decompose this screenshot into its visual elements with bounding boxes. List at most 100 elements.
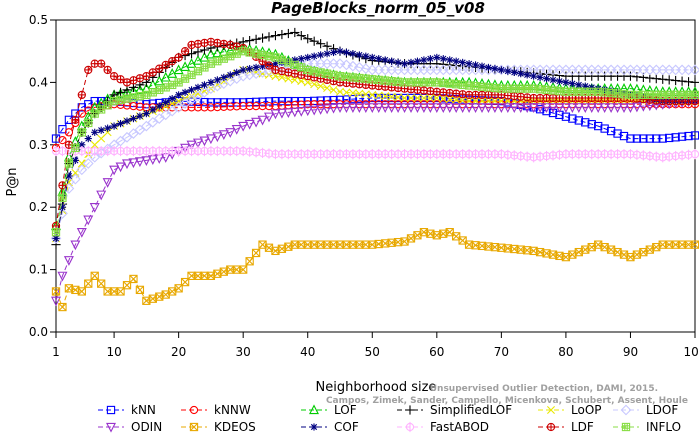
data-point <box>199 87 210 98</box>
data-point <box>651 74 661 84</box>
data-point <box>689 64 699 76</box>
data-point <box>63 256 74 266</box>
data-point <box>104 124 112 132</box>
legend-label: FastABOD <box>430 420 489 434</box>
data-point <box>561 112 571 121</box>
data-point <box>394 93 403 102</box>
data-point <box>355 73 364 83</box>
data-point <box>632 149 642 160</box>
data-point <box>328 103 339 114</box>
data-point <box>187 40 196 50</box>
data-point <box>310 52 318 60</box>
data-point <box>187 145 196 157</box>
series-line <box>55 69 695 239</box>
data-point <box>58 181 67 190</box>
data-point <box>658 74 668 84</box>
data-point <box>245 101 254 111</box>
data-point <box>374 91 383 100</box>
data-point <box>464 103 475 113</box>
data-point <box>90 145 99 157</box>
data-point <box>626 149 635 160</box>
data-point <box>58 203 67 211</box>
data-point <box>645 134 654 143</box>
data-point <box>219 98 228 107</box>
data-point <box>193 54 203 65</box>
data-point <box>276 108 287 119</box>
data-point <box>568 80 576 88</box>
data-point <box>407 94 415 102</box>
x-tick-label: 1 <box>52 345 60 359</box>
data-point <box>174 78 183 87</box>
data-point <box>84 65 93 75</box>
data-point <box>368 90 377 99</box>
data-point <box>439 88 448 97</box>
data-point <box>412 103 423 113</box>
data-point <box>239 265 248 274</box>
data-point <box>471 61 480 69</box>
data-point <box>375 55 383 63</box>
data-point <box>329 48 338 57</box>
data-point <box>225 128 236 138</box>
data-point <box>528 103 539 113</box>
data-point <box>128 158 139 169</box>
data-point <box>77 109 86 118</box>
data-point <box>549 76 557 84</box>
y-tick-label: 0.3 <box>29 138 48 152</box>
data-point <box>180 47 190 56</box>
legend-marker <box>310 423 318 431</box>
data-point <box>478 62 486 70</box>
data-point <box>297 63 306 72</box>
series-ldf <box>51 37 699 231</box>
data-point <box>77 90 86 100</box>
data-point <box>205 48 216 59</box>
data-point <box>426 94 435 102</box>
data-point <box>542 150 551 162</box>
legend: kNN kNNW LOF SimplifiedLOF LoOP LDOF ODIN KDEOS… <box>98 403 681 434</box>
data-point <box>587 120 596 129</box>
data-point <box>523 71 531 79</box>
data-point <box>302 106 313 117</box>
legend-item-odin: ODIN <box>98 420 162 434</box>
legend-label: KDEOS <box>214 420 256 434</box>
data-point <box>452 95 461 104</box>
data-point <box>336 87 344 96</box>
data-point <box>200 103 209 112</box>
data-point <box>205 134 216 145</box>
data-point <box>316 100 325 109</box>
data-point <box>586 103 597 113</box>
data-point <box>322 149 332 160</box>
data-point <box>606 149 616 160</box>
data-point <box>599 103 610 113</box>
data-point <box>116 145 125 157</box>
data-point <box>671 90 680 100</box>
data-point <box>77 287 86 296</box>
data-point <box>251 117 262 128</box>
data-point <box>77 128 86 137</box>
data-point <box>258 101 267 111</box>
data-point <box>271 149 280 160</box>
data-point <box>574 149 583 160</box>
data-point <box>239 101 248 111</box>
data-point <box>142 110 150 118</box>
data-point <box>50 233 62 244</box>
x-tick-label: 90 <box>623 345 638 359</box>
data-point <box>619 131 629 141</box>
x-tick-label: 10 <box>106 345 121 359</box>
data-point <box>560 103 571 113</box>
data-point <box>70 240 81 251</box>
data-point <box>186 49 197 59</box>
data-point <box>574 116 583 125</box>
data-point <box>51 287 61 296</box>
data-point <box>284 149 293 160</box>
data-point <box>381 92 390 101</box>
data-point <box>677 132 687 141</box>
data-point <box>97 279 106 288</box>
data-point <box>213 102 222 112</box>
data-point <box>115 135 126 147</box>
data-point <box>168 145 177 157</box>
data-point <box>258 97 267 106</box>
data-point <box>568 114 577 123</box>
data-point <box>97 105 106 114</box>
legend-marker <box>546 422 556 432</box>
